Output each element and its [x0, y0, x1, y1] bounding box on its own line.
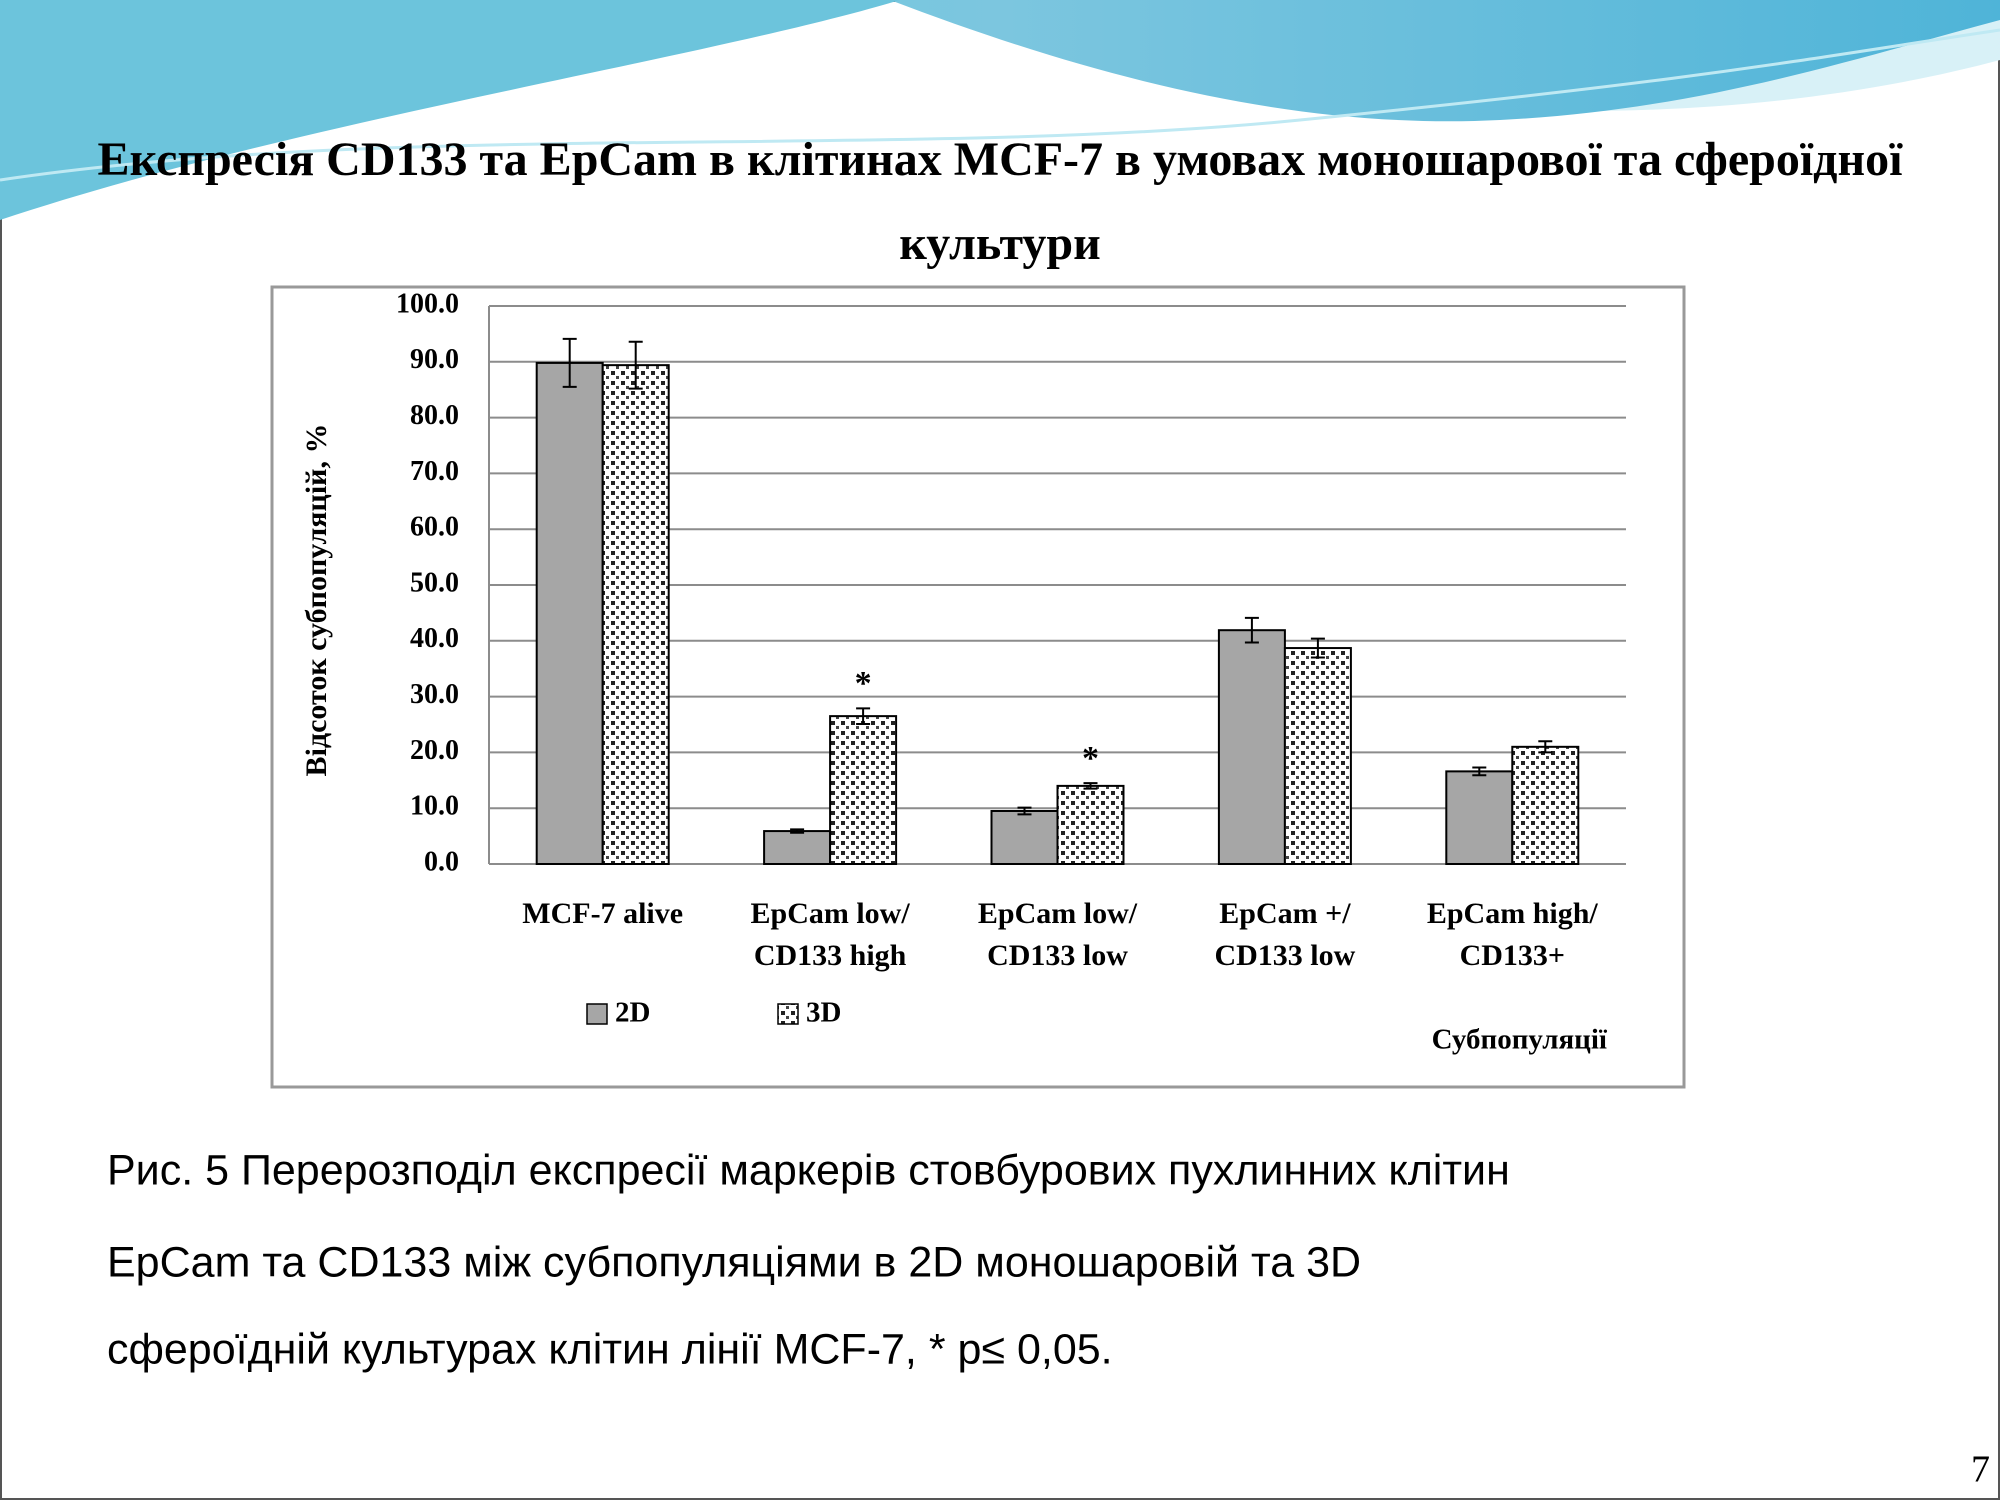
y-tick-label: 70.0	[410, 456, 459, 487]
error-bar	[1244, 616, 1259, 644]
caption-line: Рис. 5 Перерозподіл експресії маркерів с…	[107, 1146, 1510, 1194]
caption-line: EpCam та CD133 між субпопуляціями в 2D м…	[107, 1238, 1361, 1286]
error-bar	[562, 337, 577, 388]
bar	[1445, 770, 1514, 866]
caption-line: сфероїдній культурах клітин лінії MCF-7,…	[107, 1325, 1113, 1373]
y-tick-label: 0.0	[424, 846, 459, 877]
y-tick-label: 40.0	[410, 623, 459, 654]
legend-swatch	[777, 1003, 799, 1025]
bar	[1283, 647, 1352, 866]
error-bar	[628, 340, 643, 390]
bar	[763, 830, 832, 866]
legend-label: 3D	[806, 997, 841, 1029]
x-tick-label: EpCam +/ CD133 low	[1214, 897, 1356, 972]
bar	[829, 715, 898, 865]
error-bar	[1472, 766, 1487, 777]
y-tick-label: 30.0	[410, 679, 459, 710]
legend-label: 2D	[615, 997, 650, 1029]
bar	[990, 809, 1059, 865]
error-bar	[1538, 740, 1553, 754]
y-tick-label: 60.0	[410, 512, 459, 543]
y-tick-label: 50.0	[410, 567, 459, 598]
x-tick-label: EpCam low/ CD133 high	[750, 897, 910, 972]
y-tick-label: 80.0	[410, 400, 459, 431]
bar	[601, 364, 670, 865]
y-tick-label: 20.0	[410, 735, 459, 766]
wave-left	[0, 0, 900, 220]
chart-frame	[270, 285, 1686, 1089]
x-tick-label: MCF-7 alive	[522, 897, 684, 930]
error-bar	[1310, 637, 1325, 659]
error-bar	[790, 828, 805, 834]
significance-mark: *	[855, 665, 872, 702]
bar	[1217, 629, 1286, 865]
bar	[535, 361, 604, 865]
bar	[1511, 745, 1580, 866]
error-bar	[856, 707, 871, 725]
y-tick-label: 100.0	[396, 288, 459, 319]
x-tick-label: EpCam high/ CD133+	[1426, 897, 1598, 972]
x-tick-label: EpCam low/ CD133 low	[977, 897, 1138, 972]
significance-mark: *	[1082, 740, 1099, 777]
slide-title: Експресія CD133 та EpCam в клітинах MCF-…	[97, 133, 1903, 270]
y-axis-label: Відсоток субпопуляцій, %	[300, 424, 333, 777]
error-bar	[1017, 806, 1032, 816]
bar	[1056, 784, 1125, 866]
y-tick-label: 10.0	[410, 791, 459, 822]
y-tick-label: 90.0	[410, 344, 459, 375]
wave	[0, 0, 2000, 220]
error-bar	[1083, 782, 1098, 790]
page-number: 7	[1971, 1449, 1990, 1491]
legend-swatch	[586, 1003, 608, 1025]
wave-line	[0, 28, 2000, 182]
x-axis-label: Субпопуляції	[1432, 1024, 1608, 1056]
